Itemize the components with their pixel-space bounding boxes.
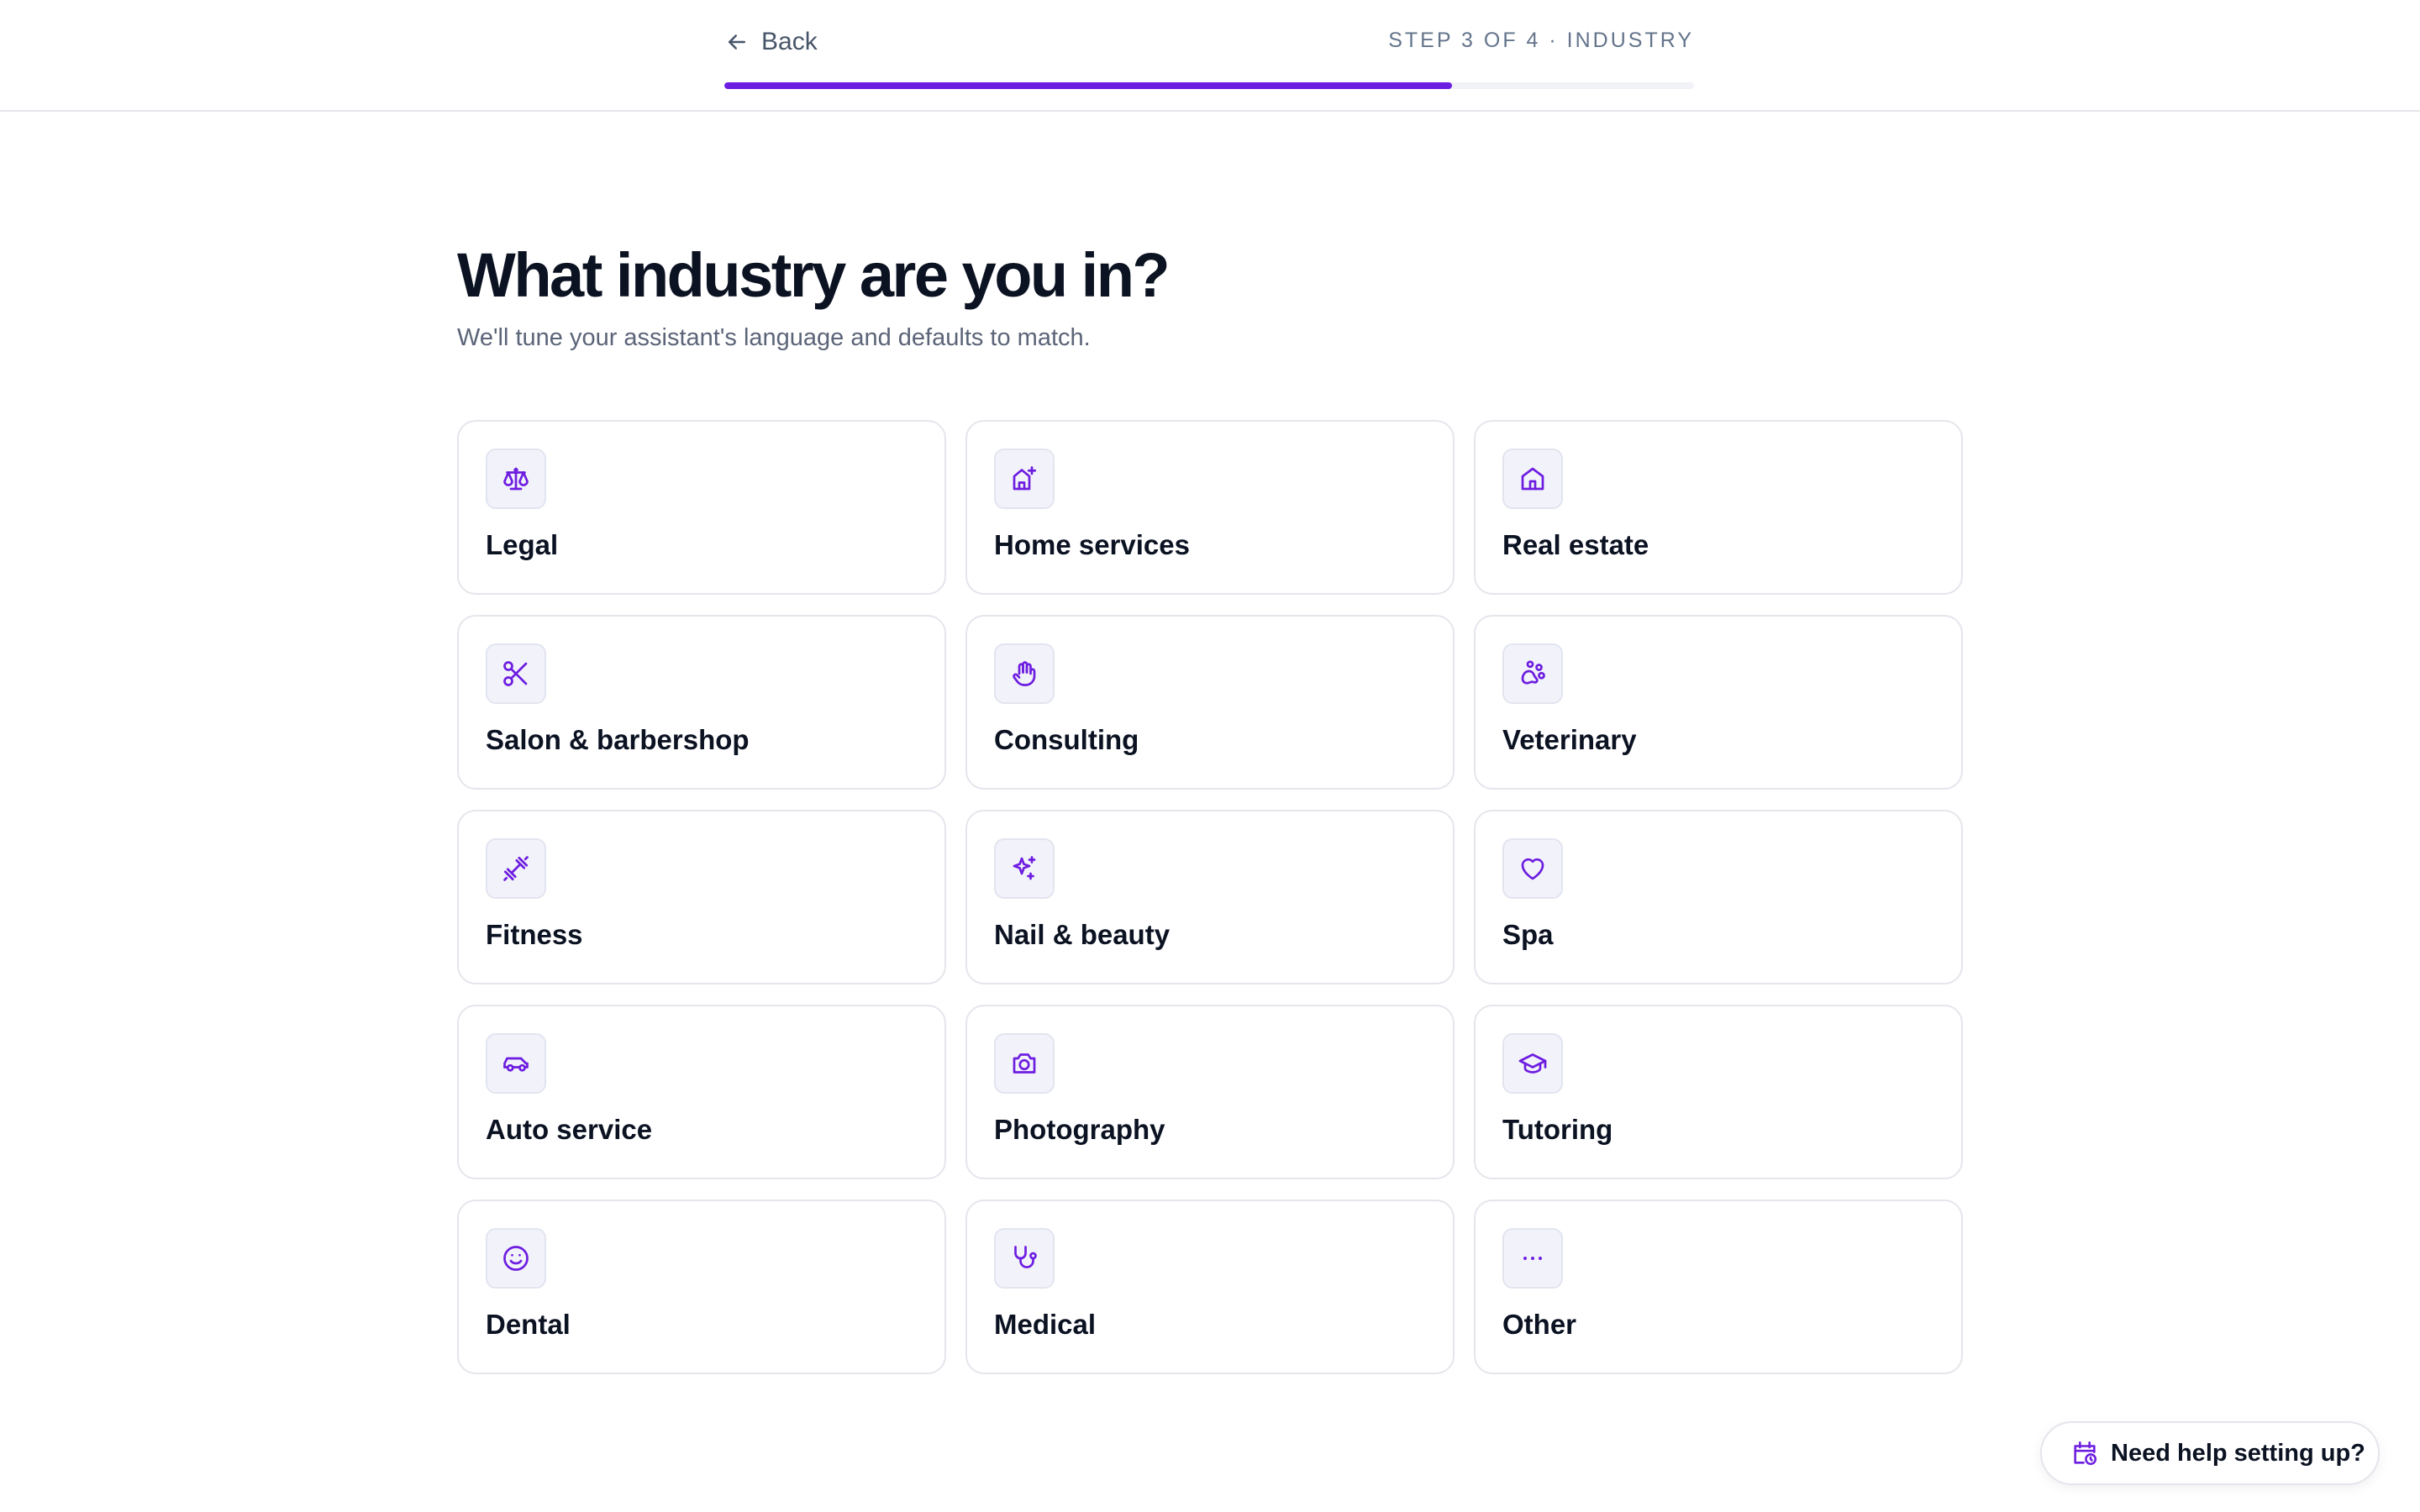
- scale-icon: [486, 449, 546, 509]
- industry-card-home-services[interactable]: Home services: [965, 420, 1455, 595]
- calendar-clock-icon: [2074, 1441, 2097, 1466]
- industry-card-label: Dental: [486, 1309, 571, 1340]
- arrow-left-icon: [729, 34, 745, 50]
- industry-card-photography[interactable]: Photography: [965, 1005, 1455, 1179]
- help-button-label: Need help setting up?: [2111, 1439, 2365, 1467]
- top-bar: Back STEP 3 OF 4 · INDUSTRY: [0, 0, 2420, 112]
- industry-card-veterinary[interactable]: Veterinary: [1474, 615, 1963, 790]
- industry-card-dental[interactable]: Dental: [457, 1200, 946, 1374]
- industry-card-fitness[interactable]: Fitness: [457, 810, 946, 984]
- industry-card-label: Spa: [1502, 919, 1554, 950]
- page-subtitle: We'll tune your assistant's language and…: [457, 324, 1091, 351]
- top-bar-inner: Back STEP 3 OF 4 · INDUSTRY: [724, 0, 1694, 112]
- house-icon: [1502, 449, 1563, 509]
- industry-card-label: Legal: [486, 529, 559, 560]
- industry-grid: Legal Home services Real estate Salon & …: [457, 420, 1963, 1374]
- camera-icon: [994, 1033, 1055, 1094]
- back-button[interactable]: Back: [724, 24, 818, 60]
- industry-card-label: Photography: [994, 1114, 1165, 1145]
- scissors-icon: [486, 643, 546, 704]
- industry-card-label: Auto service: [486, 1114, 653, 1145]
- industry-card-label: Home services: [994, 529, 1190, 560]
- industry-card-legal[interactable]: Legal: [457, 420, 946, 595]
- industry-card-auto-service[interactable]: Auto service: [457, 1005, 946, 1179]
- progress-bar-fill: [724, 82, 1452, 89]
- sparkles-icon: [994, 838, 1055, 899]
- industry-card-label: Veterinary: [1502, 724, 1637, 755]
- home-plus-icon: [994, 449, 1055, 509]
- industry-card-real-estate[interactable]: Real estate: [1474, 420, 1963, 595]
- industry-card-label: Medical: [994, 1309, 1097, 1340]
- step-indicator: STEP 3 OF 4 · INDUSTRY: [1388, 29, 1694, 52]
- industry-card-label: Consulting: [994, 724, 1139, 755]
- page-title: What industry are you in?: [457, 240, 1171, 310]
- industry-card-label: Fitness: [486, 919, 583, 950]
- paw-icon: [1502, 643, 1563, 704]
- more-horizontal-icon: [1502, 1228, 1563, 1289]
- graduation-cap-icon: [1502, 1033, 1563, 1094]
- stethoscope-icon: [994, 1228, 1055, 1289]
- dumbbell-icon: [486, 838, 546, 899]
- industry-card-salon[interactable]: Salon & barbershop: [457, 615, 946, 790]
- industry-card-other[interactable]: Other: [1474, 1200, 1963, 1374]
- industry-card-consulting[interactable]: Consulting: [965, 615, 1455, 790]
- industry-card-label: Other: [1502, 1309, 1577, 1340]
- industry-card-label: Real estate: [1502, 529, 1649, 560]
- industry-card-label: Nail & beauty: [994, 919, 1171, 950]
- heart-icon: [1502, 838, 1563, 899]
- back-label: Back: [761, 28, 818, 55]
- industry-card-label: Tutoring: [1502, 1114, 1613, 1145]
- main-content: What industry are you in? We'll tune you…: [457, 235, 1963, 1374]
- industry-card-nail-beauty[interactable]: Nail & beauty: [965, 810, 1455, 984]
- industry-card-tutoring[interactable]: Tutoring: [1474, 1005, 1963, 1179]
- progress-bar: [724, 82, 1694, 89]
- industry-card-spa[interactable]: Spa: [1474, 810, 1963, 984]
- car-icon: [486, 1033, 546, 1094]
- help-button[interactable]: Need help setting up?: [2040, 1421, 2380, 1485]
- industry-card-label: Salon & barbershop: [486, 724, 750, 755]
- industry-card-medical[interactable]: Medical: [965, 1200, 1455, 1374]
- smile-icon: [486, 1228, 546, 1289]
- hand-icon: [994, 643, 1055, 704]
